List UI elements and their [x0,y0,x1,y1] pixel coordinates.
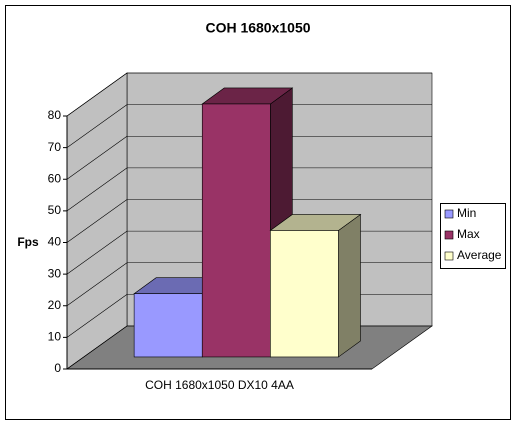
bar [201,103,271,358]
legend-swatch [444,209,454,219]
y-tick-label: 20 [48,298,62,312]
y-tick-label: 80 [48,108,62,122]
grid-line [66,199,128,243]
grid-line [66,167,128,212]
grid-line [66,294,128,338]
y-tick-label: 60 [48,171,62,185]
y-tick-label: 70 [48,140,62,154]
y-tick-label: 30 [48,266,62,280]
grid-line [66,72,128,117]
legend-label: Max [457,227,480,241]
y-tick-label: 50 [48,203,62,217]
grid-line [66,136,128,180]
legend-swatch [444,230,454,240]
grid-line [66,104,128,148]
x-tick-label: COH 1680x1050 DX10 4AA [145,378,294,392]
grid-line [66,230,128,275]
chart-title: COH 1680x1050 [205,20,310,36]
bar [133,293,203,358]
legend-swatch [444,251,454,261]
y-axis-title: Fps [17,235,39,249]
bar-side [338,213,361,358]
y-tick-label: 40 [48,235,62,249]
legend-label: Average [457,248,502,262]
y-tick-label: 0 [54,361,61,375]
legend-label: Min [457,206,476,220]
grid-line [66,262,128,306]
bar [270,230,339,358]
grid-line [66,325,128,370]
y-tick-label: 10 [48,330,62,344]
